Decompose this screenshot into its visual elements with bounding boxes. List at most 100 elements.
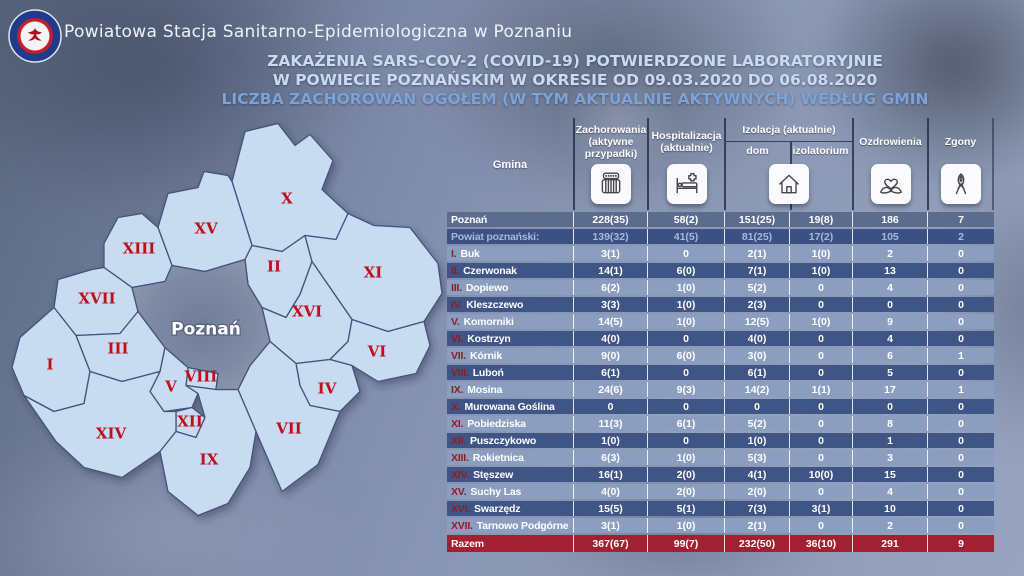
- gmina-numeral: III.: [451, 281, 462, 294]
- cell-hospitalization: 6(0): [647, 348, 724, 363]
- cell-isolation-facility: 36(10): [789, 535, 852, 552]
- cell-isolation-home: 5(2): [724, 280, 789, 295]
- cell-recoveries: 2: [852, 518, 927, 533]
- gmina-name: Dopiewo: [465, 281, 509, 294]
- gmina-numeral: VIII.: [451, 366, 469, 379]
- cell-isolation-facility: 0: [789, 416, 852, 431]
- title-block: ZAKAŻENIA SARS-COV-2 (COVID-19) POTWIERD…: [140, 52, 1010, 109]
- cell-cases: 0: [573, 399, 647, 414]
- hands-heart-icon: [870, 164, 911, 204]
- cell-recoveries: 4: [852, 331, 927, 346]
- cell-recoveries: 10: [852, 501, 927, 516]
- cell-cases: 367(67): [573, 535, 647, 552]
- cell-isolation-home: 3(0): [724, 348, 789, 363]
- cell-isolation-home: 4(1): [724, 467, 789, 482]
- cell-cases: 3(1): [573, 246, 647, 261]
- cell-isolation-home: 151(25): [724, 212, 789, 227]
- cell-deaths: 0: [927, 433, 994, 448]
- cell-recoveries: 1: [852, 433, 927, 448]
- cell-recoveries: 9: [852, 314, 927, 329]
- gmina-cell: X. Murowana Goślina: [447, 399, 573, 414]
- test-tubes-icon: [591, 164, 631, 204]
- powiat-map: IIIIIIIVVVIVIIVIIIIXXXIXIIXIIIXIVXVXVIXV…: [11, 122, 443, 517]
- gmina-cell: Razem: [447, 535, 573, 552]
- gmina-name: Pobiedziska: [467, 417, 526, 430]
- cell-isolation-home: 0: [724, 399, 789, 414]
- gmina-shape-X: [231, 122, 349, 253]
- cell-deaths: 0: [927, 280, 994, 295]
- cell-isolation-home: 7(1): [724, 263, 789, 278]
- cell-deaths: 9: [927, 535, 994, 552]
- cell-hospitalization: 0: [647, 246, 724, 261]
- cell-recoveries: 6: [852, 348, 927, 363]
- col-cases-label: Zachorowania (aktywne przypadki): [575, 123, 647, 160]
- gmina-name: Buk: [460, 247, 480, 260]
- cell-cases: 3(1): [573, 518, 647, 533]
- cell-deaths: 0: [927, 501, 994, 516]
- col-isolation-facility-label: izolatorium: [792, 144, 849, 157]
- cell-recoveries: 291: [852, 535, 927, 552]
- cell-isolation-facility: 1(1): [789, 382, 852, 397]
- gmina-name: Kórnik: [469, 349, 503, 362]
- table-row: XII. Puszczykowo 1(0) 0 1(0) 0 1 0: [447, 433, 994, 448]
- hospital-bed-icon: [666, 164, 707, 204]
- cell-cases: 9(0): [573, 348, 647, 363]
- cell-recoveries: 4: [852, 484, 927, 499]
- gmina-cell: III. Dopiewo: [447, 280, 573, 295]
- region-label-IX: IX: [200, 451, 219, 469]
- gmina-cell: Poznań: [447, 212, 573, 227]
- gmina-numeral: VII.: [451, 349, 466, 362]
- region-label-III: III: [107, 340, 128, 358]
- region-label-X: X: [281, 190, 293, 208]
- cell-deaths: 1: [927, 348, 994, 363]
- gmina-numeral: I.: [451, 247, 457, 260]
- cell-isolation-facility: 19(8): [789, 212, 852, 227]
- gmina-name: Rokietnica: [472, 451, 524, 464]
- gmina-name: Stęszew: [473, 468, 514, 481]
- cell-hospitalization: 9(3): [647, 382, 724, 397]
- cell-isolation-home: 12(5): [724, 314, 789, 329]
- cell-isolation-facility: 0: [789, 433, 852, 448]
- cell-isolation-home: 7(3): [724, 501, 789, 516]
- gmina-cell: VI. Kostrzyn: [447, 331, 573, 346]
- table-row: V. Komorniki 14(5) 1(0) 12(5) 1(0) 9 0: [447, 314, 994, 329]
- col-gmina-label: Gmina: [492, 158, 528, 171]
- cell-recoveries: 5: [852, 365, 927, 380]
- table-row: XVII. Tarnowo Podgórne 3(1) 1(0) 2(1) 0 2 0: [447, 518, 994, 533]
- cell-hospitalization: 1(0): [647, 314, 724, 329]
- region-label-II: II: [267, 258, 281, 276]
- region-label-XI: XI: [364, 264, 383, 282]
- table-row: XIV. Stęszew 16(1) 2(0) 4(1) 10(0) 15 0: [447, 467, 994, 482]
- gmina-cell: VIII. Luboń: [447, 365, 573, 380]
- cell-recoveries: 8: [852, 416, 927, 431]
- cell-recoveries: 105: [852, 229, 927, 244]
- cell-recoveries: 15: [852, 467, 927, 482]
- col-isolation-label: Izolacja (aktualnie): [726, 118, 852, 142]
- col-gmina: Gmina: [447, 118, 573, 210]
- cell-recoveries: 2: [852, 246, 927, 261]
- table-row: XV. Suchy Las 4(0) 2(0) 2(0) 0 4 0: [447, 484, 994, 499]
- table-row: XVI. Swarzędz 15(5) 5(1) 7(3) 3(1) 10 0: [447, 501, 994, 516]
- cell-recoveries: 13: [852, 263, 927, 278]
- table-header: Gmina Zachorowania (aktywne przypadki): [447, 118, 994, 210]
- cell-isolation-home: 1(0): [724, 433, 789, 448]
- table-row: XIII. Rokietnica 6(3) 1(0) 5(3) 0 3 0: [447, 450, 994, 465]
- region-label-XII: XII: [177, 413, 203, 431]
- psse-logo: [8, 9, 62, 63]
- gmina-numeral: XVII.: [451, 519, 473, 532]
- table-row: I. Buk 3(1) 0 2(1) 1(0) 2 0: [447, 246, 994, 261]
- cell-recoveries: 0: [852, 297, 927, 312]
- cell-cases: 16(1): [573, 467, 647, 482]
- gmina-cell: XVI. Swarzędz: [447, 501, 573, 516]
- gmina-numeral: XIV.: [451, 468, 470, 481]
- title-line-2: W POWIECIE POZNAŃSKIM W OKRESIE OD 09.03…: [272, 71, 878, 89]
- table-row: Powiat poznański: 139(32) 41(5) 81(25) 17(2)…: [447, 229, 994, 244]
- org-name: Powiatowa Stacja Sanitarno-Epidemiologic…: [64, 22, 573, 42]
- cell-isolation-facility: 10(0): [789, 467, 852, 482]
- cell-isolation-home: 4(0): [724, 331, 789, 346]
- cell-recoveries: 17: [852, 382, 927, 397]
- house-icon: [769, 164, 809, 204]
- col-deaths-label: Zgony: [944, 135, 977, 148]
- cell-cases: 6(3): [573, 450, 647, 465]
- eagle-emblem: [28, 28, 42, 41]
